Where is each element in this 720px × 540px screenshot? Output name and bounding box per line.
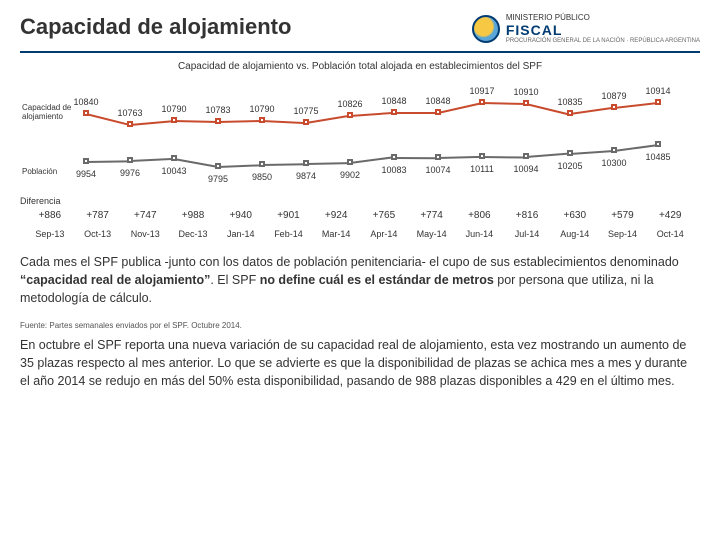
diff-cell: +940 bbox=[217, 210, 265, 221]
month-cell: Nov-13 bbox=[121, 229, 169, 239]
month-cell: Jan-14 bbox=[217, 229, 265, 239]
diff-cell: +886 bbox=[26, 210, 74, 221]
month-cell: Sep-14 bbox=[599, 229, 647, 239]
chart-value: 10790 bbox=[249, 104, 274, 114]
diff-row: +886+787+747+988+940+901+924+765+774+806… bbox=[20, 210, 700, 221]
chart-point bbox=[127, 121, 133, 127]
chart-title: Capacidad de alojamiento vs. Población t… bbox=[20, 61, 700, 72]
chart-point bbox=[391, 154, 397, 160]
month-cell: Oct-14 bbox=[646, 229, 694, 239]
chart-value: 10848 bbox=[425, 96, 450, 106]
chart-value: 10083 bbox=[381, 165, 406, 175]
month-cell: Dec-13 bbox=[169, 229, 217, 239]
diff-label: Diferencia bbox=[20, 196, 700, 206]
chart-value: 9976 bbox=[120, 168, 140, 178]
chart-point bbox=[303, 119, 309, 125]
series2-label: Población bbox=[22, 168, 74, 177]
month-cell: Sep-13 bbox=[26, 229, 74, 239]
chart-value: 10485 bbox=[645, 152, 670, 162]
chart-value: 10910 bbox=[513, 87, 538, 97]
months-row: Sep-13Oct-13Nov-13Dec-13Jan-14Feb-14Mar-… bbox=[20, 229, 700, 239]
sun-icon bbox=[472, 15, 500, 43]
series1-label: Capacidad de alojamiento bbox=[22, 104, 74, 122]
chart-value: 9954 bbox=[76, 169, 96, 179]
chart-value: 10074 bbox=[425, 165, 450, 175]
diff-cell: +429 bbox=[646, 210, 694, 221]
diff-cell: +747 bbox=[121, 210, 169, 221]
chart-point bbox=[83, 158, 89, 164]
chart-value: 10879 bbox=[601, 91, 626, 101]
chart-value: 10917 bbox=[469, 86, 494, 96]
chart-point bbox=[171, 155, 177, 161]
month-cell: Feb-14 bbox=[265, 229, 313, 239]
chart-point bbox=[435, 109, 441, 115]
diff-cell: +806 bbox=[455, 210, 503, 221]
month-cell: Mar-14 bbox=[312, 229, 360, 239]
chart-point bbox=[171, 117, 177, 123]
month-cell: Oct-13 bbox=[74, 229, 122, 239]
chart-point bbox=[347, 112, 353, 118]
diff-cell: +765 bbox=[360, 210, 408, 221]
chart-point bbox=[303, 160, 309, 166]
diff-cell: +924 bbox=[312, 210, 360, 221]
chart-value: 10790 bbox=[161, 104, 186, 114]
diff-cell: +774 bbox=[408, 210, 456, 221]
chart-value: 9902 bbox=[340, 170, 360, 180]
chart-value: 10043 bbox=[161, 166, 186, 176]
chart-value: 9850 bbox=[252, 172, 272, 182]
paragraph-1: Cada mes el SPF publica -junto con los d… bbox=[20, 253, 700, 307]
chart-value: 10914 bbox=[645, 86, 670, 96]
chart-value: 10775 bbox=[293, 106, 318, 116]
diff-cell: +988 bbox=[169, 210, 217, 221]
diff-cell: +787 bbox=[74, 210, 122, 221]
chart-point bbox=[259, 161, 265, 167]
paragraph-2: En octubre el SPF reporta una nueva vari… bbox=[20, 336, 700, 390]
chart-value: 10826 bbox=[337, 99, 362, 109]
chart-point bbox=[567, 150, 573, 156]
chart-value: 10205 bbox=[557, 161, 582, 171]
chart-point bbox=[215, 163, 221, 169]
chart-point bbox=[611, 147, 617, 153]
chart-point bbox=[567, 110, 573, 116]
chart-value: 10783 bbox=[205, 105, 230, 115]
chart-point bbox=[479, 153, 485, 159]
chart-point bbox=[215, 118, 221, 124]
chart-value: 10111 bbox=[470, 164, 494, 174]
chart-value: 10300 bbox=[601, 158, 626, 168]
chart-point bbox=[655, 141, 661, 147]
chart-value: 10763 bbox=[117, 108, 142, 118]
chart-value: 9874 bbox=[296, 171, 316, 181]
logo: MINISTERIO PÚBLICO FISCAL PROCURACIÓN GE… bbox=[472, 14, 700, 45]
chart-value: 10835 bbox=[557, 97, 582, 107]
chart-value: 9795 bbox=[208, 174, 228, 184]
diff-cell: +816 bbox=[503, 210, 551, 221]
chart-value: 10094 bbox=[513, 164, 538, 174]
source-note: Fuente: Partes semanales enviados por el… bbox=[20, 321, 700, 330]
chart-value: 10840 bbox=[73, 97, 98, 107]
chart-point bbox=[127, 157, 133, 163]
logo-sub: PROCURACIÓN GENERAL DE LA NACIÓN · REPÚB… bbox=[506, 38, 700, 45]
chart-point bbox=[83, 110, 89, 116]
month-cell: Apr-14 bbox=[360, 229, 408, 239]
chart-point bbox=[259, 117, 265, 123]
chart-point bbox=[523, 100, 529, 106]
page-title: Capacidad de alojamiento bbox=[20, 14, 291, 40]
chart-point bbox=[479, 99, 485, 105]
month-cell: Aug-14 bbox=[551, 229, 599, 239]
diff-cell: +579 bbox=[599, 210, 647, 221]
chart-point bbox=[611, 104, 617, 110]
chart-area: Capacidad de alojamiento Población 10840… bbox=[26, 78, 694, 190]
month-cell: May-14 bbox=[408, 229, 456, 239]
chart-point bbox=[655, 99, 661, 105]
month-cell: Jun-14 bbox=[455, 229, 503, 239]
logo-fiscal: FISCAL bbox=[506, 23, 700, 38]
chart-point bbox=[391, 109, 397, 115]
chart-point bbox=[435, 154, 441, 160]
diff-cell: +630 bbox=[551, 210, 599, 221]
diff-cell: +901 bbox=[265, 210, 313, 221]
chart-value: 10848 bbox=[381, 96, 406, 106]
month-cell: Jul-14 bbox=[503, 229, 551, 239]
chart-point bbox=[347, 159, 353, 165]
chart-point bbox=[523, 153, 529, 159]
